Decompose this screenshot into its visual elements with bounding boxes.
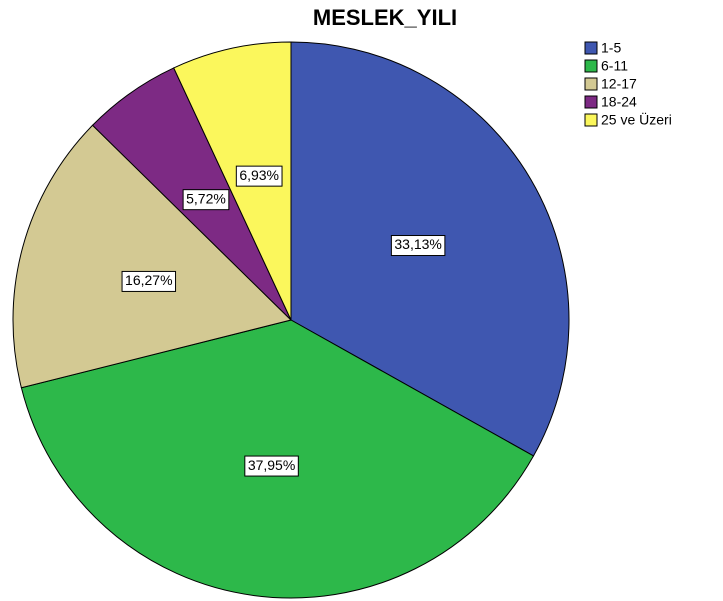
data-label: 33,13% bbox=[394, 236, 441, 252]
pie-slice bbox=[12, 124, 292, 389]
chart-title: MESLEK_YILI bbox=[313, 5, 457, 30]
data-label-box bbox=[182, 189, 230, 211]
data-label: 16,27% bbox=[125, 272, 172, 288]
data-label-box bbox=[121, 270, 177, 292]
legend-label: 25 ve Üzeri bbox=[601, 111, 672, 128]
legend-label: 18-24 bbox=[601, 94, 637, 110]
legend-label: 12-17 bbox=[601, 76, 637, 92]
data-label-box bbox=[390, 235, 446, 257]
data-label-box bbox=[244, 455, 299, 477]
legend-swatch bbox=[584, 113, 598, 127]
pie-slice bbox=[173, 41, 292, 321]
data-label: 6,93% bbox=[239, 167, 279, 183]
data-label: 37,95% bbox=[248, 457, 295, 473]
legend-label: 6-11 bbox=[601, 58, 628, 74]
data-label-box bbox=[235, 165, 283, 187]
data-label: 5,72% bbox=[186, 190, 226, 206]
legend-swatch bbox=[584, 77, 598, 91]
legend-swatch bbox=[584, 41, 598, 55]
legend-swatch bbox=[584, 95, 598, 109]
legend-swatch bbox=[584, 59, 598, 73]
legend-label: 1-5 bbox=[601, 40, 621, 56]
